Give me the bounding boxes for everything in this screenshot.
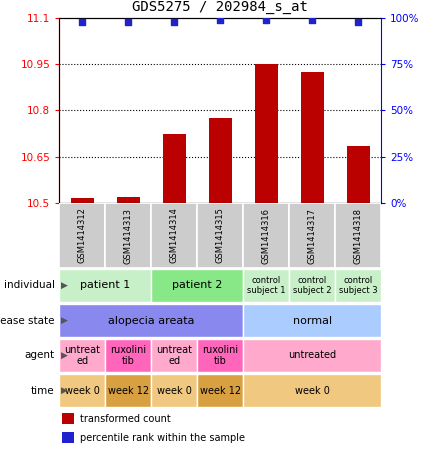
Point — [124, 18, 131, 25]
Text: week 0: week 0 — [157, 386, 191, 395]
Bar — [197, 203, 243, 268]
Bar — [243, 270, 289, 302]
Bar — [346, 146, 370, 203]
Point — [216, 16, 223, 24]
Text: untreat
ed: untreat ed — [156, 345, 192, 366]
Bar — [105, 339, 151, 371]
Bar — [208, 118, 232, 203]
Text: individual: individual — [4, 280, 55, 290]
Text: GSM1414317: GSM1414317 — [307, 207, 317, 264]
Text: GSM1414316: GSM1414316 — [261, 207, 271, 264]
Text: GSM1414312: GSM1414312 — [78, 207, 87, 264]
Text: alopecia areata: alopecia areata — [108, 315, 194, 326]
Text: normal: normal — [293, 315, 332, 326]
Text: ▶: ▶ — [61, 351, 68, 360]
Text: GSM1414314: GSM1414314 — [170, 207, 179, 264]
Text: week 0: week 0 — [295, 386, 329, 395]
Bar — [59, 304, 243, 337]
Text: control
subject 3: control subject 3 — [339, 276, 378, 295]
Point — [354, 18, 361, 25]
Point — [170, 18, 178, 25]
Text: GSM1414315: GSM1414315 — [215, 207, 225, 264]
Text: control
subject 1: control subject 1 — [247, 276, 285, 295]
Text: ruxolini
tib: ruxolini tib — [110, 345, 146, 366]
Bar — [197, 339, 243, 371]
Bar — [151, 203, 197, 268]
Bar — [289, 203, 335, 268]
Text: untreat
ed: untreat ed — [64, 345, 100, 366]
Bar — [105, 374, 151, 407]
Bar — [243, 304, 381, 337]
Bar — [243, 374, 381, 407]
Text: ▶: ▶ — [61, 281, 68, 290]
Text: ruxolini
tib: ruxolini tib — [202, 345, 238, 366]
Text: transformed count: transformed count — [81, 414, 171, 424]
Bar — [59, 203, 105, 268]
Bar — [162, 134, 186, 203]
Bar — [289, 270, 335, 302]
Bar — [59, 339, 105, 371]
Title: GDS5275 / 202984_s_at: GDS5275 / 202984_s_at — [132, 0, 308, 14]
Bar — [59, 270, 151, 302]
Text: untreated: untreated — [288, 351, 336, 361]
Text: GSM1414313: GSM1414313 — [124, 207, 133, 264]
Text: patient 1: patient 1 — [80, 280, 130, 290]
Bar — [243, 203, 289, 268]
Text: week 12: week 12 — [200, 386, 240, 395]
Point — [79, 18, 86, 25]
Bar — [335, 203, 381, 268]
Text: patient 2: patient 2 — [172, 280, 223, 290]
Bar — [151, 339, 197, 371]
Text: disease state: disease state — [0, 315, 55, 326]
Text: time: time — [31, 386, 55, 395]
Text: ▶: ▶ — [61, 316, 68, 325]
Bar — [59, 374, 105, 407]
Text: week 0: week 0 — [65, 386, 99, 395]
Bar — [117, 197, 140, 203]
Point — [262, 16, 269, 24]
Text: agent: agent — [25, 351, 55, 361]
Bar — [243, 339, 381, 371]
Bar — [71, 198, 94, 203]
Bar — [105, 203, 151, 268]
Text: GSM1414318: GSM1414318 — [353, 207, 363, 264]
Text: ▶: ▶ — [61, 386, 68, 395]
Bar — [335, 270, 381, 302]
Point — [308, 16, 315, 24]
Bar — [151, 374, 197, 407]
Bar — [300, 72, 324, 203]
Bar — [197, 374, 243, 407]
Bar — [62, 432, 74, 443]
Text: control
subject 2: control subject 2 — [293, 276, 331, 295]
Text: week 12: week 12 — [108, 386, 148, 395]
Bar — [254, 63, 278, 203]
Bar — [151, 270, 243, 302]
Text: percentile rank within the sample: percentile rank within the sample — [81, 434, 245, 443]
Bar — [62, 413, 74, 424]
